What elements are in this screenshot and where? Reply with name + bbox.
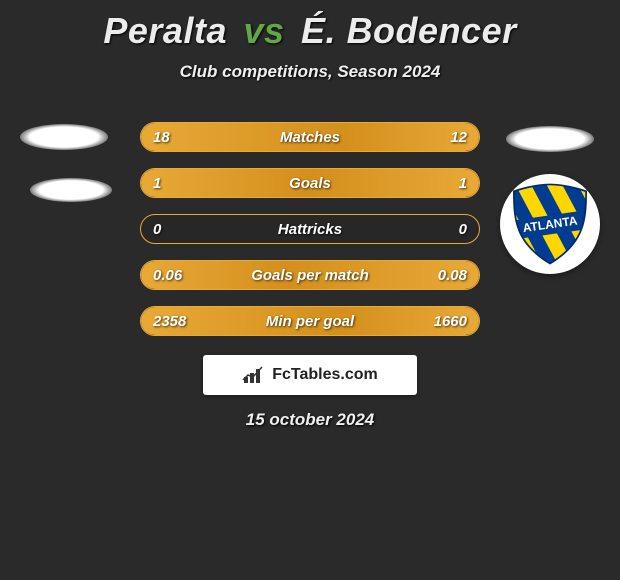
stat-row: 0Hattricks0: [140, 214, 480, 244]
atlanta-shield-icon: ATLANTA: [507, 181, 593, 267]
date-label: 15 october 2024: [0, 410, 620, 430]
stat-row: 2358Min per goal1660: [140, 306, 480, 336]
stat-row: 0.06Goals per match0.08: [140, 260, 480, 290]
stat-label: Goals per match: [141, 267, 479, 284]
stat-value-right: 1: [459, 175, 467, 192]
stat-value-right: 0: [459, 221, 467, 238]
player2-avatar-placeholder: [506, 126, 594, 152]
stat-label: Min per goal: [141, 313, 479, 330]
stat-row: 18Matches12: [140, 122, 480, 152]
player1-team-placeholder: [30, 178, 112, 202]
subtitle: Club competitions, Season 2024: [0, 62, 620, 82]
fctables-logo: FcTables.com: [203, 355, 417, 395]
vs-label: vs: [237, 10, 290, 51]
stat-label: Matches: [141, 129, 479, 146]
player2-name: É. Bodencer: [301, 10, 517, 51]
player1-avatar-placeholder: [20, 124, 108, 150]
page-title: Peralta vs É. Bodencer: [0, 0, 620, 52]
stat-label: Goals: [141, 175, 479, 192]
stat-label: Hattricks: [141, 221, 479, 238]
stat-value-right: 12: [450, 129, 467, 146]
logo-text: FcTables.com: [272, 366, 378, 384]
bar-chart-icon: [242, 365, 266, 385]
stat-row: 1Goals1: [140, 168, 480, 198]
player2-team-badge: ATLANTA: [500, 174, 600, 274]
stats-container: 18Matches12 1Goals1 0Hattricks0 0.06Goals p…: [140, 122, 480, 352]
stat-value-right: 0.08: [438, 267, 467, 284]
player1-name: Peralta: [103, 10, 227, 51]
stat-value-right: 1660: [434, 313, 467, 330]
